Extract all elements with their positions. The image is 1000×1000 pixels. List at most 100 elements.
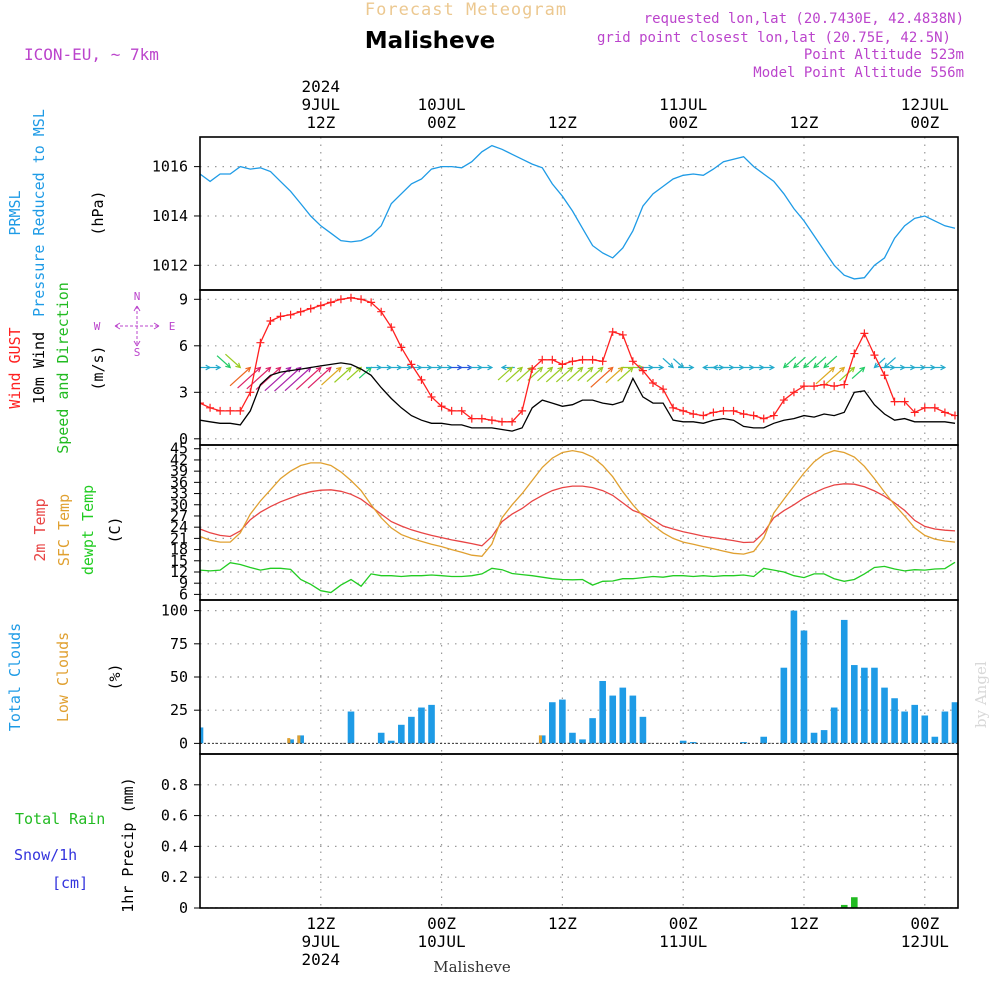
gust-marker bbox=[648, 379, 657, 387]
panel-label: Total Rain bbox=[15, 810, 105, 828]
gust-marker bbox=[206, 403, 215, 412]
gust-marker bbox=[940, 408, 949, 417]
wind-direction-arrow bbox=[803, 355, 817, 368]
wind-direction-arrow bbox=[605, 367, 624, 384]
y-tick-label: 15 bbox=[170, 552, 188, 570]
unit-label: (%) bbox=[106, 663, 124, 690]
y-tick-label: 30 bbox=[170, 496, 188, 514]
panel-label: Low Clouds bbox=[54, 632, 72, 722]
wind-direction-arrow bbox=[672, 358, 684, 368]
wind-direction-arrow bbox=[516, 367, 533, 382]
total-cloud-bar bbox=[398, 724, 405, 744]
series-line-sfc-temp bbox=[200, 449, 956, 557]
panel-label: SFC Temp bbox=[55, 494, 73, 566]
wind-direction-arrow bbox=[823, 355, 838, 368]
y-tick-label: 0.8 bbox=[161, 776, 188, 794]
top-time-label: 12JUL bbox=[901, 95, 949, 114]
grid-point-coords: grid point closest lon,lat (20.75E, 42.5… bbox=[597, 30, 951, 46]
gust-marker bbox=[558, 360, 567, 369]
total-cloud-bar bbox=[840, 619, 848, 744]
bottom-time-label: 9JUL bbox=[302, 932, 341, 951]
panels: 1012 1014 1016 PRMSL Pressure Reduced to MSL… bbox=[6, 109, 969, 917]
total-cloud-bar bbox=[347, 711, 355, 744]
wind-direction-arrow bbox=[216, 355, 231, 368]
requested-coords: requested lon,lat (20.7430E, 42.4838N) bbox=[644, 11, 964, 27]
location-title: Malisheve bbox=[365, 28, 495, 54]
credit-text: by Angel bbox=[972, 661, 990, 728]
gust-marker bbox=[226, 406, 235, 415]
wind-direction-arrow bbox=[874, 357, 886, 368]
gust-marker bbox=[266, 317, 275, 325]
gust-marker bbox=[256, 338, 265, 347]
wind-direction-arrow bbox=[295, 367, 322, 390]
gust-marker bbox=[296, 307, 305, 316]
y-tick-label: 0 bbox=[179, 899, 188, 917]
gust-marker bbox=[608, 327, 617, 336]
panel-label: Speed and Direction bbox=[54, 282, 72, 454]
gust-marker bbox=[367, 298, 376, 307]
total-cloud-bar bbox=[538, 735, 546, 744]
wind-direction-arrow bbox=[229, 367, 251, 387]
gust-marker bbox=[236, 406, 245, 415]
y-tick-label: 25 bbox=[170, 701, 188, 719]
total-cloud-bar bbox=[790, 610, 798, 744]
bottom-time-label: 12Z bbox=[548, 914, 577, 933]
y-tick-label: 33 bbox=[170, 485, 188, 503]
y-tick-label: 27 bbox=[170, 507, 188, 525]
panel-1: 1012 1014 1016 PRMSL Pressure Reduced to MSL… bbox=[6, 109, 959, 317]
gust-marker bbox=[669, 403, 678, 412]
y-tick-label: 75 bbox=[170, 635, 188, 653]
panel-data bbox=[200, 449, 956, 594]
top-time-label: 12Z bbox=[790, 113, 819, 132]
wind-direction-arrow bbox=[884, 357, 896, 368]
top-time-label: 00Z bbox=[669, 113, 698, 132]
gust-marker bbox=[598, 357, 607, 366]
gust-marker bbox=[689, 410, 698, 418]
wind-direction-arrow bbox=[545, 367, 563, 383]
point-altitude: Point Altitude 523m bbox=[804, 47, 964, 63]
wind-arrow-head bbox=[940, 364, 947, 371]
total-cloud-bar bbox=[760, 736, 768, 744]
wind-direction-arrow bbox=[307, 367, 332, 389]
gust-marker bbox=[910, 408, 919, 417]
top-time-label: 00Z bbox=[427, 113, 456, 132]
unit-label: (C) bbox=[106, 516, 124, 543]
bottom-time-label: 00Z bbox=[427, 914, 456, 933]
bottom-time-label: 12Z bbox=[306, 914, 335, 933]
panel-label: [cm] bbox=[52, 874, 88, 892]
wind-arrow-head bbox=[577, 366, 584, 373]
total-cloud-bar bbox=[962, 693, 969, 743]
y-tick-label: 9 bbox=[179, 574, 188, 592]
bottom-time-label: 12Z bbox=[790, 914, 819, 933]
gust-marker bbox=[518, 406, 527, 415]
wind-arrow-head bbox=[507, 366, 513, 373]
gust-marker bbox=[709, 408, 718, 417]
gust-marker bbox=[417, 375, 426, 384]
wind-arrow-head bbox=[295, 366, 302, 373]
top-time-label: 12Z bbox=[548, 113, 577, 132]
unit-label: (m/s) bbox=[89, 345, 107, 390]
wind-arrow-head bbox=[235, 362, 242, 369]
bottom-time-label: 2024 bbox=[302, 950, 341, 969]
y-tick-label: 18 bbox=[170, 541, 188, 559]
gust-marker bbox=[316, 301, 325, 310]
wind-arrow-head bbox=[567, 366, 574, 373]
gust-marker bbox=[336, 295, 345, 304]
compass-e: E bbox=[169, 320, 176, 333]
panel-label: PRMSL bbox=[6, 190, 24, 235]
wind-arrow-head bbox=[245, 366, 252, 373]
series-line-prmsl bbox=[200, 144, 956, 280]
series-line-2m-temp bbox=[200, 483, 956, 547]
y-tick-label: 0 bbox=[179, 734, 188, 752]
panel-frame bbox=[199, 444, 959, 601]
wind-direction-arrow bbox=[793, 356, 806, 368]
wind-arrow-head bbox=[335, 366, 342, 373]
panel-label: Wind GUST bbox=[6, 327, 24, 408]
gust-marker bbox=[467, 414, 476, 423]
y-tick-label: 0.4 bbox=[161, 837, 188, 855]
gust-marker bbox=[850, 349, 859, 358]
total-cloud-bar bbox=[589, 718, 596, 744]
bottom-time-label: 12JUL bbox=[901, 932, 949, 951]
panel-label: 2m Temp bbox=[31, 498, 49, 561]
